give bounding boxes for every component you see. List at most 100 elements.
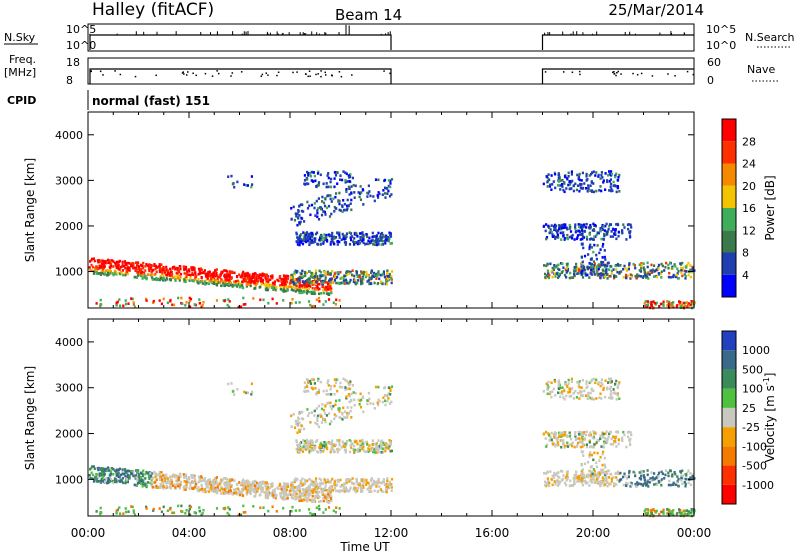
velocity-cell: [315, 491, 318, 495]
power-cell: [119, 265, 122, 269]
power-cell: [604, 188, 607, 191]
velocity-cell: [647, 485, 650, 488]
power-cell: [325, 185, 328, 189]
power-cell: [370, 241, 373, 244]
power-cell: [306, 284, 309, 287]
cpid-value: normal (fast) 151: [92, 94, 210, 108]
velocity-cell: [552, 387, 555, 391]
power-cell: [614, 233, 617, 236]
power-cell: [637, 274, 640, 278]
power-cell: [585, 235, 588, 239]
velocity-cell: [177, 478, 180, 482]
velocity-cell: [115, 480, 118, 484]
velocity-cell: [372, 483, 375, 486]
velocity-cell: [349, 478, 352, 482]
power-cell: [612, 180, 615, 184]
power-cell: [593, 273, 596, 276]
power-cell: [600, 274, 603, 277]
power-cell: [381, 282, 384, 285]
velocity-cell: [198, 477, 201, 481]
power-cell: [629, 223, 632, 227]
velocity-cell: [272, 494, 275, 497]
power-cell: [307, 284, 310, 288]
power-cell: [580, 183, 583, 186]
power-cell: [639, 275, 643, 278]
power-cell: [607, 261, 610, 265]
nsearch-tick-bottom: 10^0: [706, 39, 736, 52]
velocity-cell: [307, 489, 311, 493]
power-cell: [327, 282, 330, 285]
velocity-cell: [141, 480, 144, 484]
velocity-cell: [302, 498, 305, 502]
velocity-cell: [595, 478, 598, 481]
power-cell: [610, 172, 613, 176]
power-cell: [557, 180, 561, 183]
power-cell: [300, 272, 303, 276]
velocity-cell: [575, 470, 578, 474]
power-cell: [604, 275, 607, 278]
power-cell: [590, 263, 593, 266]
power-cell: [322, 281, 325, 285]
velocity-cell: [552, 476, 555, 479]
power-cell: [254, 286, 257, 290]
power-cell: [329, 281, 332, 284]
velocity-cell: [137, 475, 140, 478]
power-cell: [670, 304, 673, 308]
power-cell: [311, 231, 314, 235]
velocity-cell: [628, 438, 631, 442]
power-cell: [290, 218, 293, 221]
power-cell: [112, 273, 115, 277]
power-cell: [584, 226, 588, 229]
power-cell: [299, 240, 302, 244]
power-cell: [310, 239, 314, 242]
velocity-cell: [246, 488, 249, 492]
power-cell: [298, 205, 301, 208]
power-cell: [581, 260, 584, 264]
velocity-cell: [220, 478, 223, 482]
power-cell: [640, 267, 643, 270]
power-cell: [320, 292, 323, 295]
power-cell: [610, 230, 613, 233]
power-cell: [373, 240, 376, 243]
power-cell: [269, 275, 272, 278]
power-cell: [578, 189, 581, 193]
power-cell: [293, 278, 296, 281]
power-cell: [111, 272, 114, 275]
power-cell: [313, 206, 316, 210]
power-cell: [245, 184, 248, 187]
velocity-cell: [610, 477, 613, 480]
velocity-cell: [599, 434, 602, 438]
power-cell: [294, 301, 297, 304]
velocity-cell: [279, 495, 282, 499]
nsearch-label: N.Search: [745, 31, 795, 44]
power-cell: [116, 300, 119, 304]
power-cell: [593, 243, 596, 247]
power-cell: [217, 281, 220, 284]
velocity-cell: [266, 485, 269, 489]
velocity-cell: [389, 389, 392, 393]
power-cell: [188, 299, 191, 303]
power-cell: [303, 220, 306, 223]
power-cell: [344, 278, 348, 282]
velocity-cell: [155, 486, 158, 489]
power-cell: [600, 189, 603, 193]
velocity-cell: [660, 483, 663, 487]
power-cell: [118, 298, 121, 301]
power-cell: [614, 175, 617, 179]
power-cell: [305, 231, 309, 234]
velocity-cell: [211, 483, 215, 487]
power-cell: [565, 275, 568, 279]
power-cell: [312, 273, 315, 276]
power-cell: [314, 269, 318, 273]
velocity-cell: [343, 445, 346, 449]
power-cell: [333, 236, 336, 240]
power-cell: [115, 260, 118, 264]
velocity-cell: [126, 473, 129, 477]
power-cell: [351, 176, 354, 180]
power-cell: [296, 223, 299, 227]
velocity-cell: [241, 494, 244, 497]
power-cell: [345, 208, 348, 212]
power-cell: [310, 179, 313, 182]
velocity-cell: [248, 481, 251, 484]
velocity-cell: [199, 479, 203, 483]
